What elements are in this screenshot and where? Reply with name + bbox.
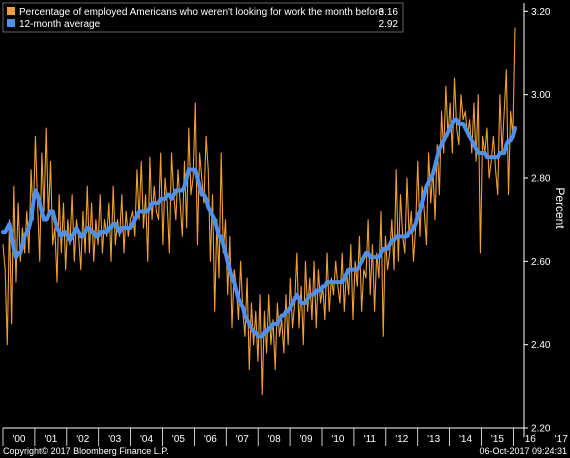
x-tick-label: '09 — [300, 434, 313, 445]
series-line-12-month-average — [1, 117, 517, 339]
legend-label-series-2: 12-month average — [19, 19, 101, 30]
x-tick-label: '16 — [523, 434, 536, 445]
x-tick-label: '03 — [108, 434, 121, 445]
copyright-text: Copyright© 2017 Bloomberg Finance L.P. — [3, 446, 169, 456]
legend-value-series-1: 3.16 — [379, 7, 399, 18]
x-tick-label: '04 — [140, 434, 153, 445]
x-tick-label: '00 — [12, 434, 25, 445]
legend: Percentage of employed Americans who wer… — [2, 2, 404, 33]
x-axis-ticks: '00 '01 '02 '03 '04 '05 '06 '07 '08 '09 '10 '11 '12 '… — [2, 428, 568, 446]
y-axis-ticks: 2.20 2.40 2.60 2.80 3.00 3.20 — [524, 7, 551, 435]
x-tick-label: '06 — [204, 434, 217, 445]
x-tick-label: '01 — [44, 434, 57, 445]
y-tick-label: 2.80 — [531, 174, 551, 185]
x-tick-label: '05 — [172, 434, 185, 445]
y-tick-label: 3.00 — [531, 90, 551, 101]
series-layer — [1, 27, 517, 396]
x-tick-label: '14 — [459, 434, 472, 445]
x-tick-label: '08 — [268, 434, 281, 445]
legend-label-series-1: Percentage of employed Americans who wer… — [19, 7, 384, 18]
legend-swatch-orange — [7, 7, 15, 15]
y-axis-label: Percent — [553, 187, 567, 229]
y-tick-label: 2.20 — [531, 424, 551, 435]
x-tick-label: '02 — [76, 434, 89, 445]
x-tick-label: '12 — [395, 434, 408, 445]
x-tick-label: '17 — [555, 434, 568, 445]
legend-swatch-blue — [7, 19, 15, 27]
legend-value-series-2: 2.92 — [379, 19, 399, 30]
x-tick-label: '10 — [331, 434, 344, 445]
y-tick-label: 2.60 — [531, 257, 551, 268]
x-tick-label: '07 — [236, 434, 249, 445]
x-tick-label: '13 — [427, 434, 440, 445]
x-tick-label: '11 — [364, 434, 377, 445]
y-tick-label: 2.40 — [531, 340, 551, 351]
x-tick-label: '15 — [491, 434, 504, 445]
timestamp-text: 06-Oct-2017 09:24:31 — [479, 446, 567, 456]
y-tick-label: 3.20 — [531, 7, 551, 18]
